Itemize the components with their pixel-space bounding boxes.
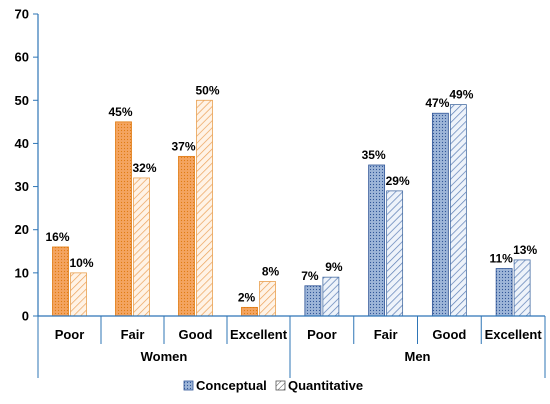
data-label: 37% [171,139,195,153]
y-tick-label: 0 [22,309,29,324]
bar-men-excellent-quantitative [513,259,531,317]
y-tick-label: 70 [15,7,29,22]
y-tick-label: 30 [15,179,29,194]
data-labels: 16%10% 45% 32% 37% 50% 2% 8% 7% 9% 35%29% 47%49% 11… [45,83,537,304]
bar-men-poor-quantitative [322,276,340,317]
data-label: 49% [449,88,473,102]
data-label: 35% [362,148,386,162]
x-tick-label: Fair [121,327,145,342]
bar-women-fair-quantitative [133,177,150,317]
x-tick-label: Good [179,327,213,342]
bar-men-excellent-conceptual [495,268,513,317]
x-tick-label: Good [432,327,466,342]
y-axis: 0 10 20 30 40 50 60 70 [15,7,39,324]
y-tick-label: 60 [15,50,29,65]
bar-men-good-quantitative [449,104,467,317]
x-tick-label: Excellent [230,327,288,342]
x-tick-label: Poor [55,327,85,342]
bar-women-excellent-conceptual [241,306,258,317]
legend-swatch-quantitative [275,380,286,391]
data-label: 47% [425,96,449,110]
data-label: 13% [513,243,537,257]
y-tick-label: 20 [15,222,29,237]
data-label: 11% [489,252,513,266]
x-axis: Poor Fair Good Excellent Women Poor Fair Good Ex… [37,315,546,378]
data-label: 29% [386,174,410,188]
bar-women-good-conceptual [178,155,195,317]
bars [52,99,531,317]
legend: Conceptual Quantitative [183,378,363,393]
data-label: 16% [45,230,69,244]
x-tick-label: Poor [307,327,337,342]
data-label: 10% [69,256,93,270]
data-label: 32% [132,161,156,175]
bar-men-good-conceptual [431,112,449,317]
bar-women-fair-conceptual [115,121,132,317]
bar-men-fair-conceptual [368,164,386,317]
y-tick-label: 10 [15,265,29,280]
legend-swatch-conceptual [183,380,194,391]
x-tick-label: Fair [374,327,398,342]
y-tick-label: 40 [15,136,29,151]
data-label: 9% [325,260,343,274]
x-tick-label: Excellent [485,327,543,342]
bar-women-poor-quantitative [70,272,87,317]
bar-women-good-quantitative [196,99,213,317]
data-label: 7% [301,269,319,283]
data-label: 2% [238,290,256,304]
bar-women-excellent-quantitative [259,281,276,317]
group-label-women: Women [141,349,188,364]
data-label: 8% [262,264,280,278]
legend-label-conceptual: Conceptual [196,378,267,393]
data-label: 45% [108,105,132,119]
bar-men-poor-conceptual [304,285,322,317]
group-label-men: Men [405,349,431,364]
data-label: 50% [195,83,219,97]
bar-men-fair-quantitative [386,190,404,317]
legend-label-quantitative: Quantitative [288,378,363,393]
bar-women-poor-conceptual [52,246,69,317]
y-tick-label: 50 [15,93,29,108]
